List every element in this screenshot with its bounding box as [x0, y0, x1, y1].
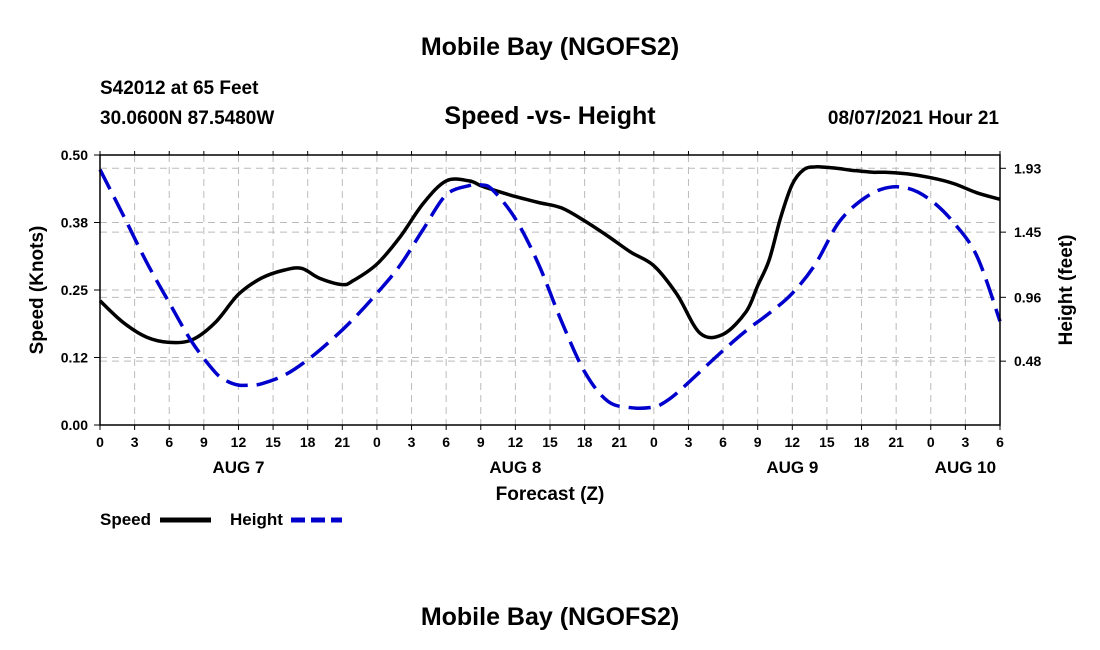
y2-tick-label: 0.48 — [1014, 353, 1041, 369]
y-axis-label: Speed (Knots) — [27, 226, 48, 355]
y2-tick-label: 1.93 — [1014, 160, 1041, 176]
x-tick-label: 6 — [996, 434, 1004, 450]
legend-height-label: Height — [230, 510, 283, 529]
x-tick-label: 21 — [888, 434, 904, 450]
x-tick-label: 15 — [265, 434, 281, 450]
x-tick-label: 0 — [373, 434, 381, 450]
y-tick-label: 0.12 — [61, 350, 88, 366]
chart-subtitle: Speed -vs- Height — [444, 102, 656, 130]
series-group — [98, 165, 1002, 410]
y-tick-label: 0.00 — [61, 417, 88, 433]
speed-series-line — [98, 165, 1001, 345]
y2-tick-label: 1.45 — [1014, 224, 1041, 240]
x-tick-label: 9 — [754, 434, 762, 450]
x-tick-label: 18 — [300, 434, 316, 450]
x-tick-label: 15 — [819, 434, 835, 450]
x-tick-label: 9 — [477, 434, 485, 450]
x-tick-label: 12 — [508, 434, 524, 450]
date-label: AUG 10 — [935, 458, 996, 477]
x-axis-label: Forecast (Z) — [496, 484, 605, 505]
coordinates-label: 30.0600N 87.5480W — [100, 108, 274, 129]
legend: Speed Height — [100, 510, 342, 529]
height-series-line — [98, 168, 1002, 410]
y2-axis-label: Height (feet) — [1056, 235, 1077, 346]
x-tick-label: 0 — [927, 434, 935, 450]
y-tick-label: 0.38 — [61, 215, 88, 231]
y-tick-label: 0.25 — [61, 282, 88, 298]
y-tick-label: 0.50 — [61, 147, 88, 163]
station-label: S42012 at 65 Feet — [100, 78, 259, 99]
tick-group: 0 3 6 9 12 15 18 21 0 3 6 9 12 15 18 21 0 3 6 9 12 15 18 21 0 3 6 0… — [61, 147, 1042, 477]
x-tick-label: 0 — [650, 434, 658, 450]
y2-tick-label: 0.96 — [1014, 289, 1041, 305]
x-tick-label: 3 — [685, 434, 693, 450]
x-tick-label: 12 — [785, 434, 801, 450]
date-label: AUG 9 — [766, 458, 818, 477]
x-tick-label: 21 — [611, 434, 627, 450]
footer-title: Mobile Bay (NGOFS2) — [421, 603, 679, 631]
x-tick-label: 9 — [200, 434, 208, 450]
x-tick-label: 6 — [719, 434, 727, 450]
legend-speed-label: Speed — [100, 510, 151, 529]
x-tick-label: 6 — [442, 434, 450, 450]
x-tick-label: 0 — [96, 434, 104, 450]
x-tick-label: 18 — [577, 434, 593, 450]
main-title: Mobile Bay (NGOFS2) — [421, 33, 679, 61]
x-tick-label: 15 — [542, 434, 558, 450]
grid-lines — [100, 155, 1000, 425]
x-tick-label: 6 — [165, 434, 173, 450]
timestamp-label: 08/07/2021 Hour 21 — [828, 108, 1000, 129]
x-tick-label: 12 — [231, 434, 247, 450]
x-tick-label: 21 — [335, 434, 351, 450]
x-tick-label: 3 — [131, 434, 139, 450]
x-tick-label: 3 — [961, 434, 969, 450]
x-tick-label: 3 — [408, 434, 416, 450]
date-label: AUG 7 — [212, 458, 264, 477]
date-label: AUG 8 — [489, 458, 541, 477]
x-tick-label: 18 — [854, 434, 870, 450]
